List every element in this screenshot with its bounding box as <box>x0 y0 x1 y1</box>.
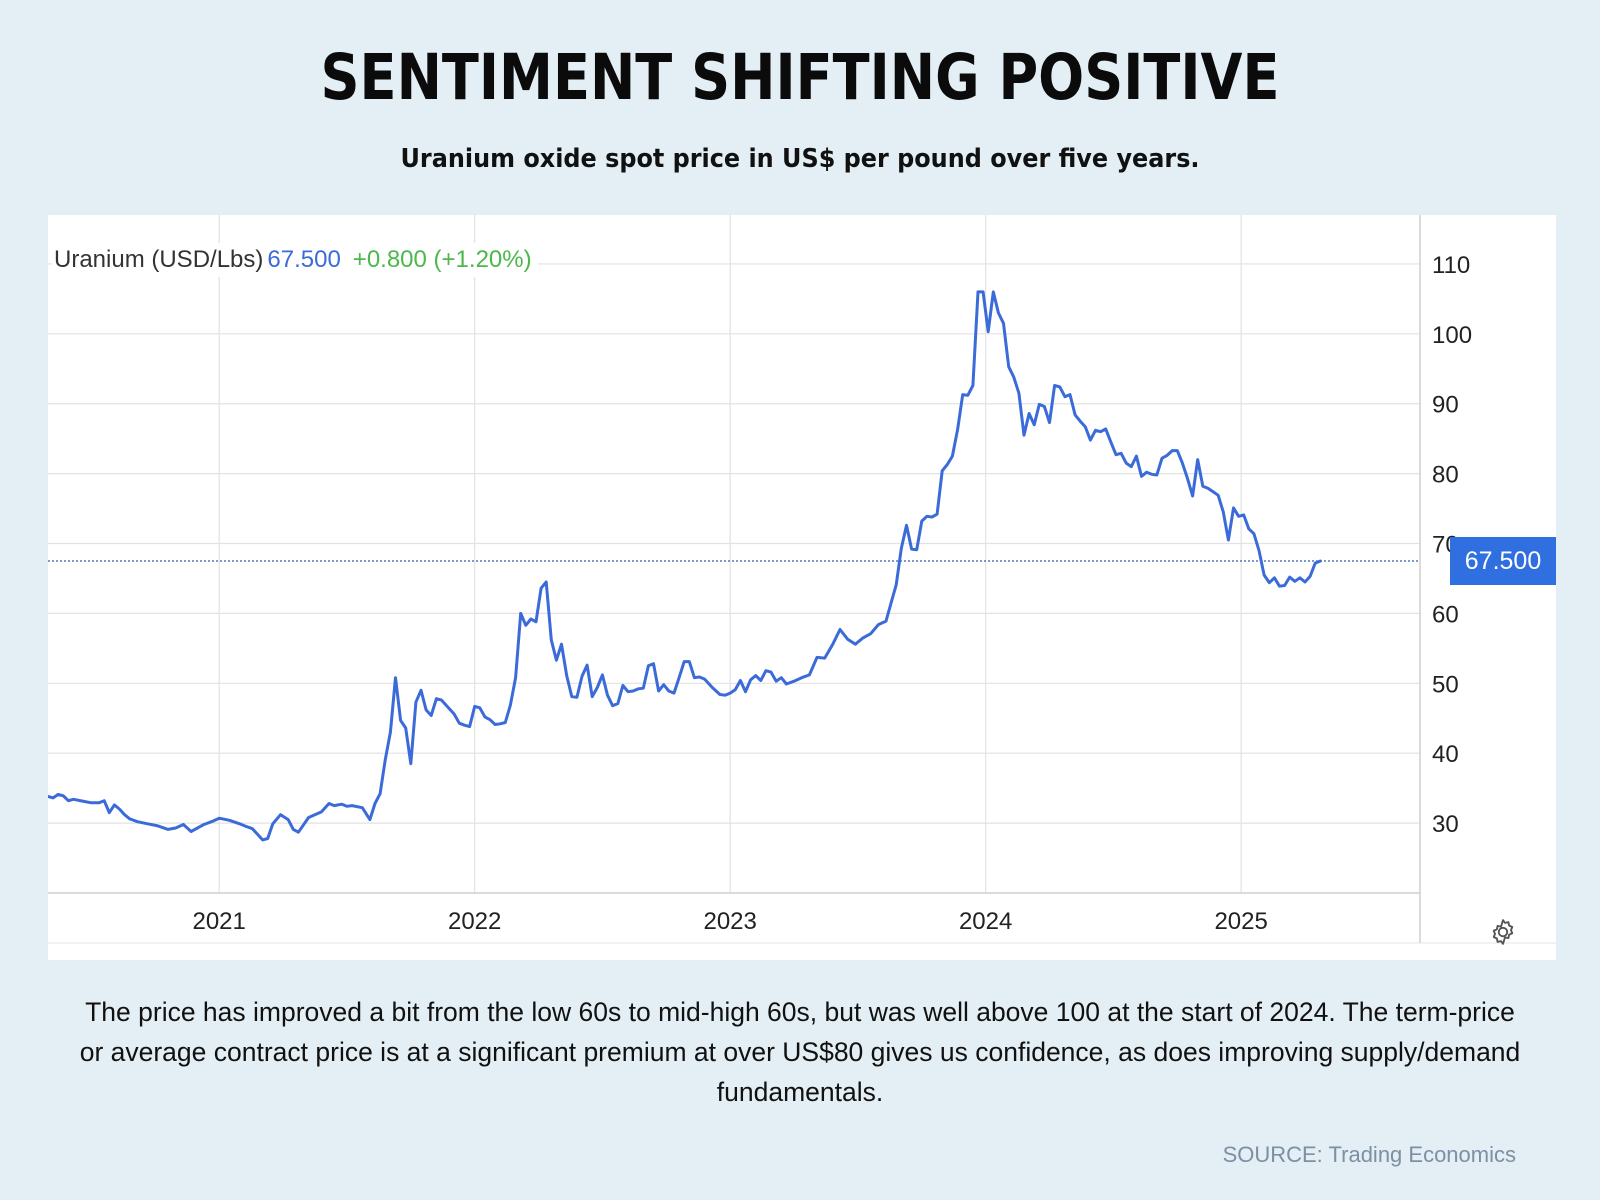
y-tick-label: 80 <box>1432 462 1459 489</box>
x-tick-label: 2022 <box>448 908 501 935</box>
gear-icon[interactable] <box>1488 917 1518 947</box>
legend-change: +0.800 (+1.20%) <box>352 246 532 273</box>
line-layer <box>48 290 1420 842</box>
y-tick-label: 50 <box>1432 671 1459 698</box>
y-tick-label: 60 <box>1432 601 1459 628</box>
page-subtitle: Uranium oxide spot price in US$ per poun… <box>400 144 1200 174</box>
x-tick-label: 2021 <box>192 908 245 935</box>
y-tick-label: 30 <box>1432 811 1459 838</box>
last-price-tag: 67.500 <box>1450 536 1556 585</box>
y-tick-label: 40 <box>1432 741 1459 768</box>
x-tick-label: 2025 <box>1214 908 1267 935</box>
page-title: SENTIMENT SHIFTING POSITIVE <box>320 41 1280 114</box>
chart-panel: 30 40 50 60 70 80 90 100 110 2021 2022 2023 2024 2025… <box>48 215 1556 960</box>
grid-layer <box>48 215 1420 893</box>
price-series-line <box>48 290 1322 842</box>
legend-series-name: Uranium (USD/Lbs) <box>54 246 264 273</box>
source-credit: SOURCE: Trading Economics <box>1222 1142 1516 1167</box>
legend-price: 67.500 <box>267 246 341 273</box>
x-tick-label: 2024 <box>959 908 1012 935</box>
y-tick-label: 110 <box>1432 252 1470 279</box>
chart-caption: The price has improved a bit from the lo… <box>79 997 1521 1107</box>
y-tick-label: 90 <box>1432 392 1459 419</box>
x-tick-label: 2023 <box>703 908 756 935</box>
y-tick-label: 100 <box>1432 322 1472 349</box>
chart-legend: Uranium (USD/Lbs) 67.500 +0.800 (+1.20%) <box>52 243 538 277</box>
